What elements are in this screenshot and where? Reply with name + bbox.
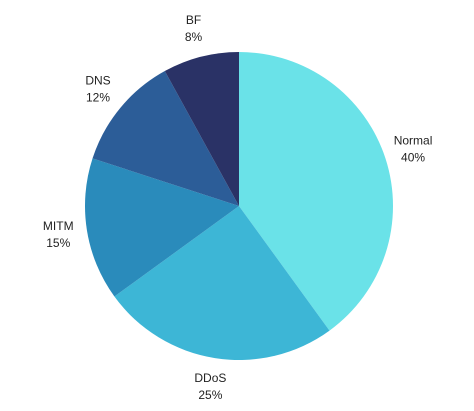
slice-label: MITM — [43, 219, 74, 233]
slice-label: BF — [186, 13, 201, 27]
slice-percent: 25% — [198, 388, 222, 402]
pie-slice — [239, 52, 393, 331]
slice-percent: 15% — [46, 236, 70, 250]
slice-label: DDoS — [194, 371, 226, 385]
slice-label: DNS — [85, 74, 110, 88]
pie-slice — [85, 158, 239, 297]
pie-slice — [114, 206, 330, 360]
pie-slice — [164, 52, 239, 206]
slice-percent: 8% — [185, 30, 203, 44]
slice-percent: 12% — [86, 91, 110, 105]
pie-slice — [92, 71, 240, 207]
slice-percent: 40% — [401, 151, 425, 165]
slice-label: Normal — [394, 134, 433, 148]
